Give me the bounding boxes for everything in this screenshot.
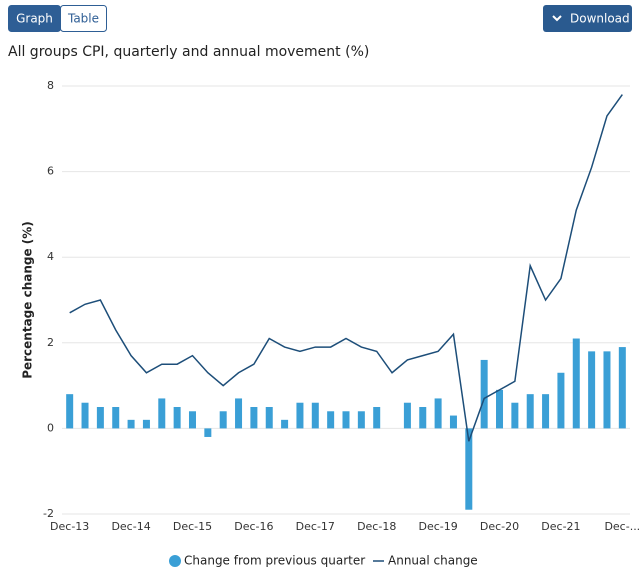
- bar: [96, 407, 104, 429]
- x-tick-label: Dec-20: [480, 520, 519, 533]
- bar: [373, 407, 381, 429]
- legend-label: Annual change: [388, 554, 478, 568]
- download-button[interactable]: [543, 5, 632, 32]
- x-tick-label: Dec-13: [50, 520, 89, 533]
- bar: [557, 372, 565, 429]
- bar: [281, 419, 289, 429]
- bar: [66, 394, 74, 429]
- bar: [219, 411, 227, 429]
- bar: [496, 389, 504, 429]
- bar: [480, 359, 488, 429]
- bar: [296, 402, 304, 429]
- bar: [188, 411, 196, 429]
- bar: [342, 411, 350, 429]
- table-tab-bg[interactable]: [60, 5, 107, 32]
- bar: [588, 351, 596, 429]
- bar: [603, 351, 611, 429]
- bar: [526, 394, 534, 429]
- bar: [403, 402, 411, 429]
- bar: [357, 411, 365, 429]
- y-tick-label: -2: [43, 507, 54, 520]
- legend-swatch: [169, 555, 181, 567]
- download-label[interactable]: Download: [570, 12, 630, 26]
- bar: [142, 419, 150, 429]
- x-tick-label: Dec-19: [418, 520, 457, 533]
- bar: [81, 402, 89, 429]
- bar: [572, 338, 580, 429]
- line: [69, 94, 623, 442]
- y-tick-label: 2: [47, 336, 54, 349]
- bar: [235, 398, 243, 429]
- bar: [465, 428, 473, 510]
- bar: [542, 394, 550, 429]
- x-tick-label: Dec-14: [111, 520, 150, 533]
- table-tab[interactable]: Table: [67, 12, 99, 26]
- bar: [618, 347, 626, 429]
- y-axis-label: Percentage change (%): [21, 221, 35, 379]
- bar: [449, 415, 457, 429]
- bar: [204, 428, 212, 437]
- x-tick-label: Dec-...: [604, 520, 640, 533]
- bar: [265, 407, 273, 429]
- bar: [311, 402, 319, 429]
- bar: [112, 407, 120, 429]
- x-tick-label: Dec-17: [296, 520, 335, 533]
- bar: [419, 407, 427, 429]
- bar: [250, 407, 258, 429]
- y-tick-label: 8: [47, 79, 54, 92]
- bar: [327, 411, 335, 429]
- bar: [434, 398, 442, 429]
- chart-title: All groups CPI, quarterly and annual mov…: [8, 44, 369, 60]
- x-tick-label: Dec-18: [357, 520, 396, 533]
- bar: [511, 402, 519, 429]
- bar: [158, 398, 166, 429]
- y-tick-label: 6: [47, 165, 54, 178]
- bar: [173, 407, 181, 429]
- x-tick-label: Dec-15: [173, 520, 212, 533]
- y-tick-label: 0: [47, 421, 54, 434]
- graph-tab[interactable]: Graph: [16, 12, 53, 26]
- y-tick-label: 4: [47, 250, 54, 263]
- x-tick-label: Dec-21: [541, 520, 580, 533]
- download-icon: [552, 15, 562, 22]
- x-tick-label: Dec-16: [234, 520, 273, 533]
- legend-label: Change from previous quarter: [184, 554, 365, 568]
- bar: [127, 419, 135, 429]
